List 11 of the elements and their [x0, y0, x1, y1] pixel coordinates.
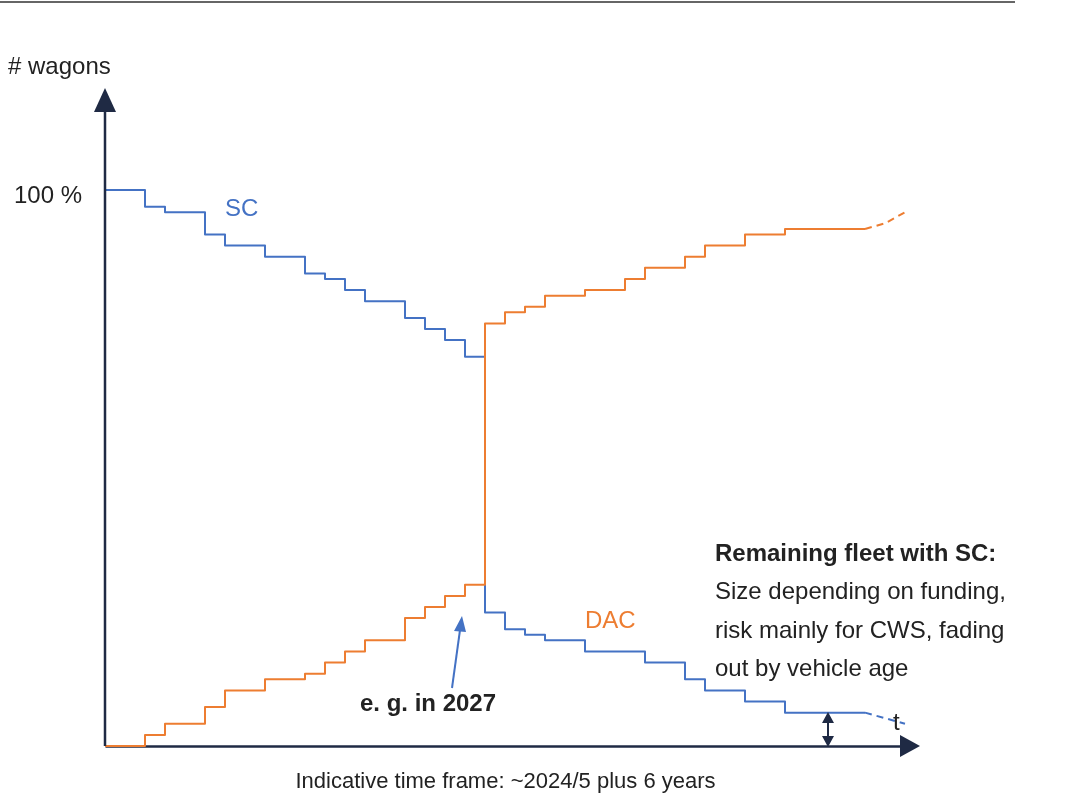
annotation: t [893, 708, 900, 736]
annotation: Size depending on funding, [715, 577, 1006, 605]
y-axis-title: # wagons [8, 52, 111, 80]
annotation: risk mainly for CWS, fading [715, 616, 1005, 644]
annotation: e. g. in 2027 [360, 689, 497, 717]
annotation: Remaining fleet with SC: [715, 539, 997, 567]
series-label: SC [225, 194, 259, 222]
text: 100 % [13, 181, 82, 209]
text: DAC [585, 605, 636, 633]
x-axis-title: Indicative time frame: ~2024/5 plus 6 years [295, 767, 716, 793]
annotation: out by vehicle age [715, 654, 909, 682]
